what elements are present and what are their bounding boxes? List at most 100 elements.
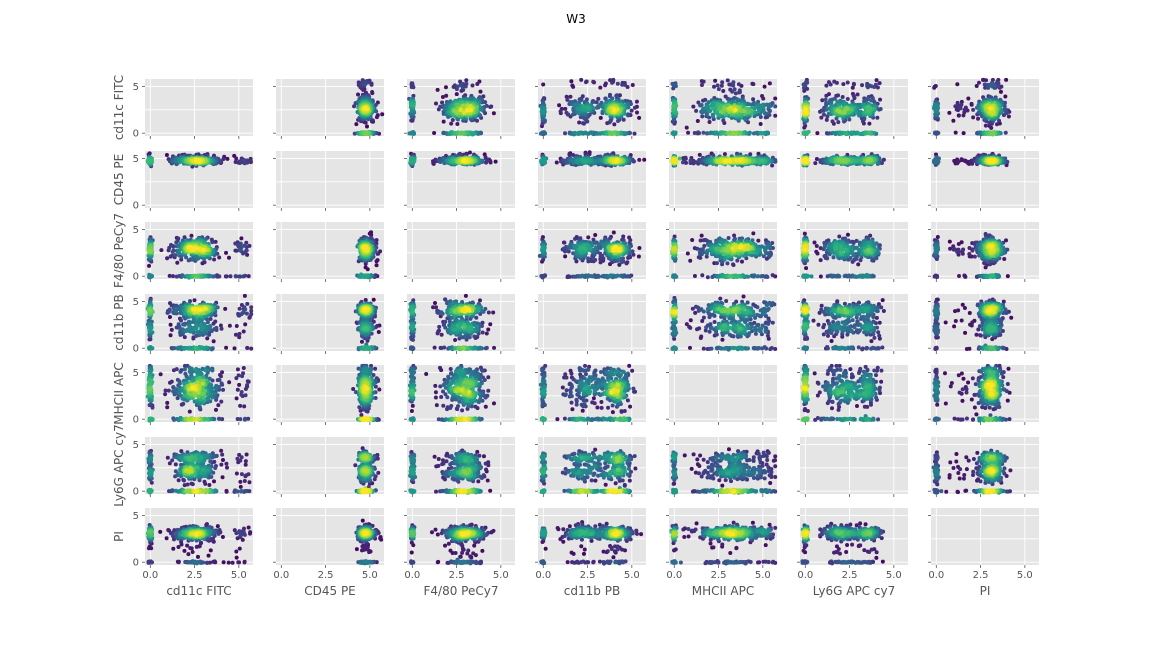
scatter-point: [365, 125, 369, 129]
scatter-point: [832, 80, 836, 84]
scatter-point: [720, 80, 724, 84]
chart-title: W3: [566, 12, 586, 26]
scatter-point: [987, 121, 991, 125]
scatter-point: [815, 131, 819, 135]
scatter-point: [989, 106, 993, 110]
scatter-point: [354, 122, 358, 126]
scatter-point: [672, 104, 676, 108]
scatter-point: [234, 156, 238, 160]
scatter-point: [954, 131, 958, 135]
scatter-point: [459, 83, 463, 87]
scatter-point: [541, 132, 545, 136]
scatter-point: [466, 108, 470, 112]
scatter-point: [717, 87, 721, 91]
scatter-point: [584, 80, 588, 84]
scatter-point: [999, 85, 1003, 89]
scatter-point: [449, 122, 453, 126]
scatter-point: [867, 122, 871, 126]
scatter-point: [242, 159, 246, 163]
scatter-point: [721, 89, 725, 93]
scatter-point: [708, 120, 712, 124]
scatter-point: [364, 82, 368, 86]
scatter-point: [444, 85, 448, 89]
scatter-point: [856, 131, 860, 135]
scatter-point: [585, 105, 589, 109]
scatter-point: [356, 93, 360, 97]
scatter-point: [959, 106, 963, 110]
scatter-point: [615, 159, 619, 163]
scatter-point: [409, 160, 413, 164]
scatter-point: [370, 91, 374, 95]
scatter-point: [542, 109, 546, 113]
scatter-point: [850, 132, 854, 136]
scatter-point: [751, 82, 755, 86]
scatter-point: [434, 102, 438, 106]
scatter-point: [970, 102, 974, 106]
scatter-point: [590, 131, 594, 135]
scatter-point: [583, 131, 587, 135]
scatter-point: [691, 105, 695, 109]
scatter-point: [866, 105, 870, 109]
scatter-point: [984, 124, 988, 128]
scatter-point: [194, 159, 198, 163]
scatter-point: [802, 131, 806, 135]
scatter-point: [757, 109, 761, 113]
scatter-point: [955, 82, 959, 86]
scatter-point: [411, 102, 415, 106]
scatter-point: [492, 111, 496, 115]
scatter-point: [694, 109, 698, 113]
scatter-point: [856, 105, 860, 109]
scatter-point: [701, 131, 705, 135]
scatter-point: [591, 80, 595, 84]
scatter-point: [712, 85, 716, 89]
panel-1-2: [404, 150, 515, 211]
scatter-point: [581, 104, 585, 108]
scatter-point: [981, 78, 985, 82]
scatter-point: [455, 111, 459, 115]
scatter-point: [995, 122, 999, 126]
scatter-point: [637, 158, 641, 162]
scatter-point: [595, 100, 599, 104]
scatter-point: [720, 84, 724, 88]
scatter-point: [838, 110, 842, 114]
scatter-point: [165, 153, 169, 157]
scatter-point: [557, 103, 561, 107]
scatter-point: [824, 84, 828, 88]
scatter-point: [610, 81, 614, 85]
scatter-point: [1003, 108, 1007, 112]
scatter-point: [841, 82, 845, 86]
scatter-point: [773, 114, 777, 118]
scatter-point: [829, 83, 833, 87]
scatter-point: [569, 79, 573, 83]
plot-area: [276, 151, 384, 208]
scatter-point: [760, 94, 764, 98]
scatter-point: [713, 79, 717, 83]
scatter-point: [410, 131, 414, 135]
scatter-point: [875, 78, 879, 82]
scatter-point: [674, 84, 678, 88]
scatter-point: [464, 78, 468, 82]
scatter-point: [767, 104, 771, 108]
scatter-point: [751, 97, 755, 101]
scatter-point: [566, 113, 570, 117]
panel-1-1: [273, 151, 384, 211]
scatter-point: [442, 120, 446, 124]
scatter-point: [996, 84, 1000, 88]
scatter-point: [626, 112, 630, 116]
scatter-point: [559, 109, 563, 113]
scatter-point: [436, 88, 440, 92]
scatter-point: [681, 160, 685, 164]
scatter-point: [612, 108, 616, 112]
scatter-point: [844, 107, 848, 111]
panel-0-4: [666, 78, 777, 139]
scatter-point: [459, 108, 463, 112]
scatter-point: [878, 81, 882, 85]
scatter-point: [225, 157, 229, 161]
scatter-point: [620, 83, 624, 87]
scatter-point: [934, 107, 938, 111]
scatter-point: [455, 92, 459, 96]
scatter-point: [963, 108, 967, 112]
scatter-point: [747, 110, 751, 114]
scatter-point: [488, 105, 492, 109]
